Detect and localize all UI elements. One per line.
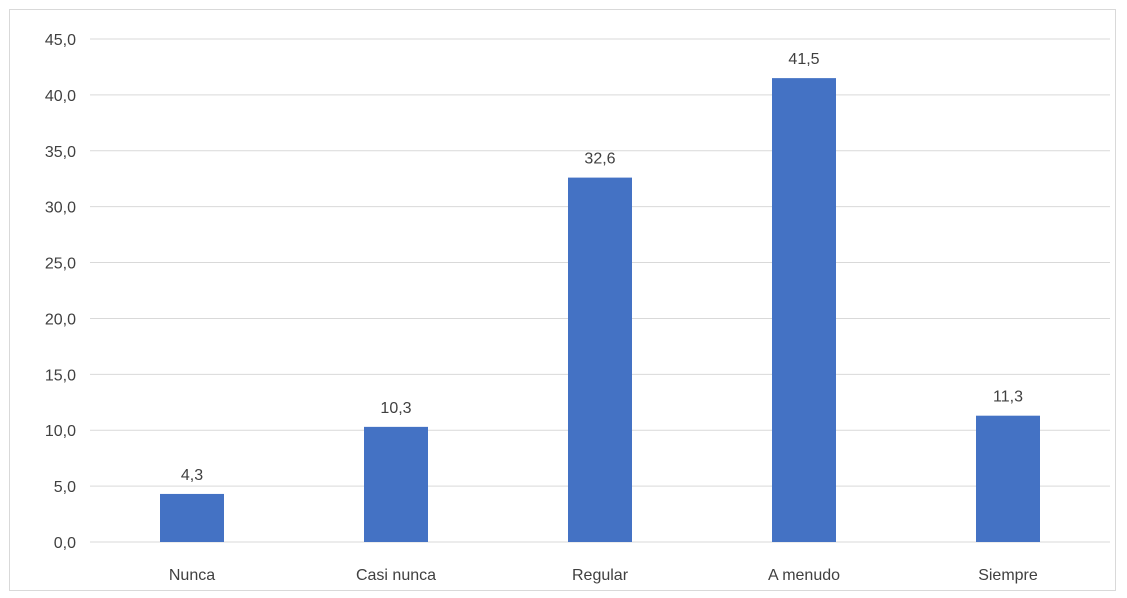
y-tick-label: 35,0 <box>45 144 76 161</box>
bar <box>364 426 428 542</box>
y-tick-label: 10,0 <box>45 423 76 440</box>
x-tick-label: Casi nunca <box>356 567 436 584</box>
data-label: 11,3 <box>993 389 1023 406</box>
data-label: 41,5 <box>788 51 819 68</box>
gridlines <box>90 38 1110 543</box>
data-label: 4,3 <box>181 467 203 484</box>
x-tick-label: A menudo <box>768 567 840 584</box>
x-axis-ticks: Nunca Casi nunca Regular A menudo Siempre <box>169 567 1038 584</box>
data-label: 10,3 <box>380 400 411 417</box>
y-tick-label: 15,0 <box>45 367 76 384</box>
data-label: 32,6 <box>584 151 615 168</box>
bar <box>976 415 1040 542</box>
x-tick-label: Nunca <box>169 567 215 584</box>
x-tick-label: Regular <box>572 567 629 584</box>
bar <box>568 177 632 543</box>
bars <box>160 78 1040 543</box>
y-tick-label: 40,0 <box>45 88 76 105</box>
y-axis-ticks: 0,0 5,0 10,0 15,0 20,0 25,0 30,0 35,0 40,0 45,0 <box>45 32 76 552</box>
y-tick-label: 25,0 <box>45 256 76 273</box>
y-tick-label: 30,0 <box>45 200 76 217</box>
y-tick-label: 45,0 <box>45 32 76 49</box>
x-tick-label: Siempre <box>978 567 1038 584</box>
bar <box>160 493 224 542</box>
y-tick-label: 0,0 <box>54 535 76 552</box>
y-tick-label: 5,0 <box>54 479 76 496</box>
bar <box>772 78 836 542</box>
y-tick-label: 20,0 <box>45 311 76 328</box>
data-labels: 4,3 10,3 32,6 41,5 11,3 <box>181 51 1023 484</box>
